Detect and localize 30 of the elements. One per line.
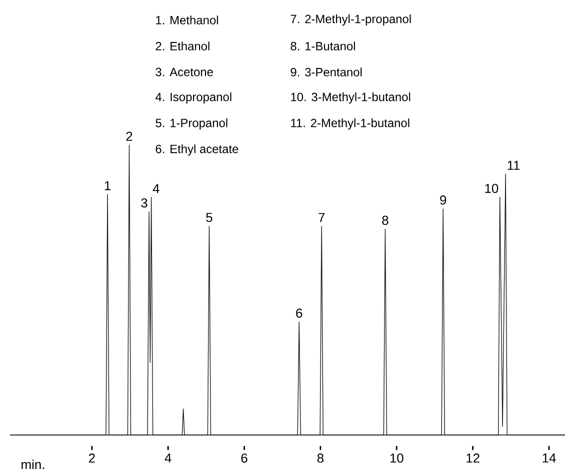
- annotation: 4: [152, 184, 160, 193]
- text: 4. Isopropanol: [155, 92, 232, 104]
- annotation: 3: [141, 198, 148, 208]
- annotation: 11: [508, 160, 520, 170]
- annotation: 6. Ethyl acetate: [156, 144, 238, 156]
- x-tick-label: 4: [164, 454, 172, 462]
- text: 1. Methanol: [156, 16, 218, 24]
- annotation: 2: [126, 132, 132, 141]
- text: 2. Ethanol: [156, 42, 210, 50]
- x-tick-label: 6: [241, 454, 248, 463]
- x-tick-label: 14: [542, 454, 556, 462]
- text: 5. 1-Propanol: [156, 118, 228, 130]
- x-tick-label: 12: [466, 454, 480, 463]
- text: 9. 3-Pentanol: [290, 68, 362, 76]
- x-tick-label: 10: [390, 454, 404, 463]
- annotation: 9: [440, 195, 446, 205]
- x-axis-title: min.: [22, 460, 44, 469]
- annotation: 10: [485, 184, 498, 193]
- text: 10. 3-Methyl-1-butanol: [291, 92, 410, 104]
- x-tick-label: 2: [88, 454, 95, 463]
- text: 7. 2-Methyl-1-propanol: [290, 14, 411, 26]
- annotation: 5: [206, 212, 212, 222]
- x-tick-label: 8: [317, 454, 324, 463]
- text: 3. Acetone: [156, 68, 213, 76]
- text: 8. 1-Butanol: [290, 42, 355, 50]
- annotation: 6: [296, 308, 302, 318]
- annotation: 8: [382, 216, 388, 225]
- annotation: 1: [104, 181, 110, 190]
- annotation: 7: [318, 213, 325, 222]
- text: 11. 2-Methyl-1-butanol: [291, 118, 410, 130]
